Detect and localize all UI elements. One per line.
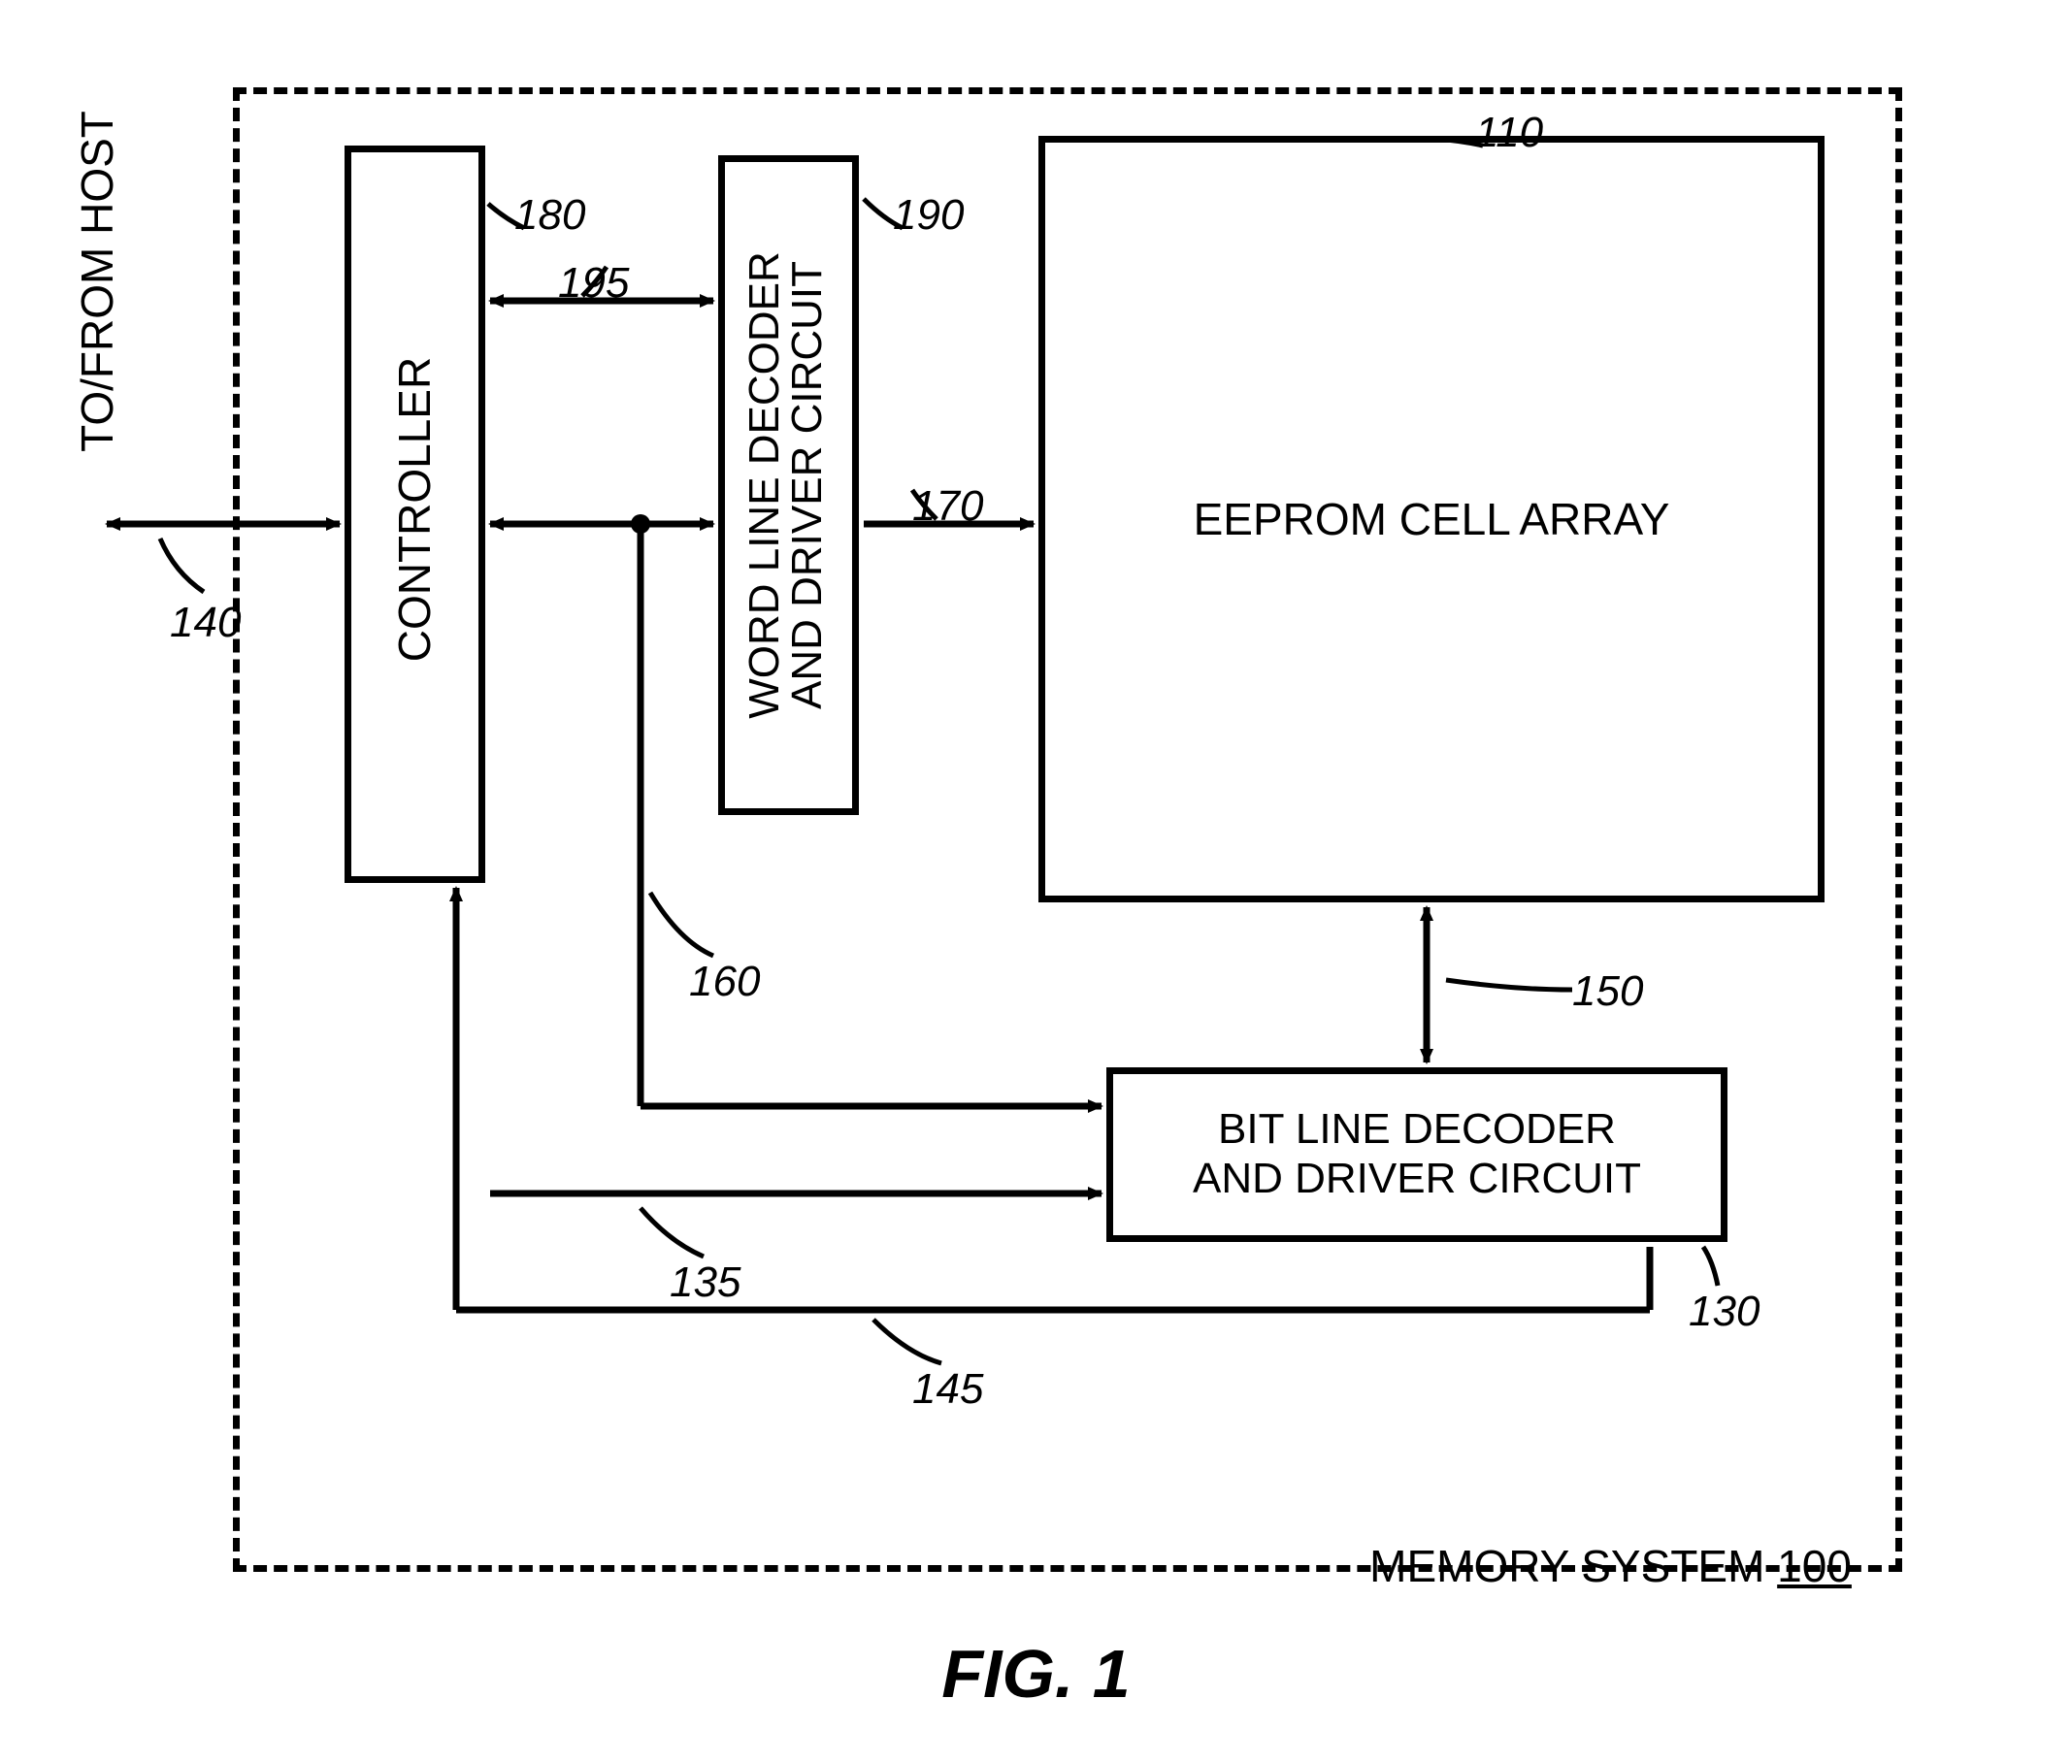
controller-label: CONTROLLER xyxy=(385,209,444,810)
wordline-decoder-label-text: WORD LINE DECODER AND DRIVER CIRCUIT xyxy=(743,251,829,719)
ref-130: 130 xyxy=(1689,1290,1760,1333)
eeprom-array-label: EEPROM CELL ARRAY xyxy=(1038,136,1825,902)
memory-system-label: MEMORY SYSTEM 100 xyxy=(1320,1499,1852,1633)
ref-135: 135 xyxy=(670,1261,740,1304)
host-io-label: TO/FROM HOST xyxy=(68,87,126,475)
memory-system-label-number: 100 xyxy=(1777,1541,1852,1591)
memory-system-label-prefix: MEMORY SYSTEM xyxy=(1369,1541,1777,1591)
bitline-decoder-label-line1: BIT LINE DECODER xyxy=(1218,1105,1616,1155)
figure-caption: FIG. 1 xyxy=(0,1630,2072,1717)
bitline-decoder-label: BIT LINE DECODER AND DRIVER CIRCUIT xyxy=(1106,1067,1727,1242)
ref-150: 150 xyxy=(1572,970,1643,1013)
ref-140: 140 xyxy=(170,602,241,644)
ref-190: 190 xyxy=(893,194,964,237)
leader-140 xyxy=(160,539,204,592)
ref-145: 145 xyxy=(912,1368,983,1411)
ref-170: 170 xyxy=(912,485,983,528)
wordline-decoder-label: WORD LINE DECODER AND DRIVER CIRCUIT xyxy=(733,204,839,767)
ref-180: 180 xyxy=(514,194,585,237)
ref-160: 160 xyxy=(689,961,760,1003)
ref-195: 195 xyxy=(558,262,629,305)
ref-110: 110 xyxy=(1475,112,1543,154)
figure-canvas: CONTROLLER WORD LINE DECODER AND DRIVER … xyxy=(0,0,2072,1764)
bitline-decoder-label-line2: AND DRIVER CIRCUIT xyxy=(1193,1155,1641,1204)
